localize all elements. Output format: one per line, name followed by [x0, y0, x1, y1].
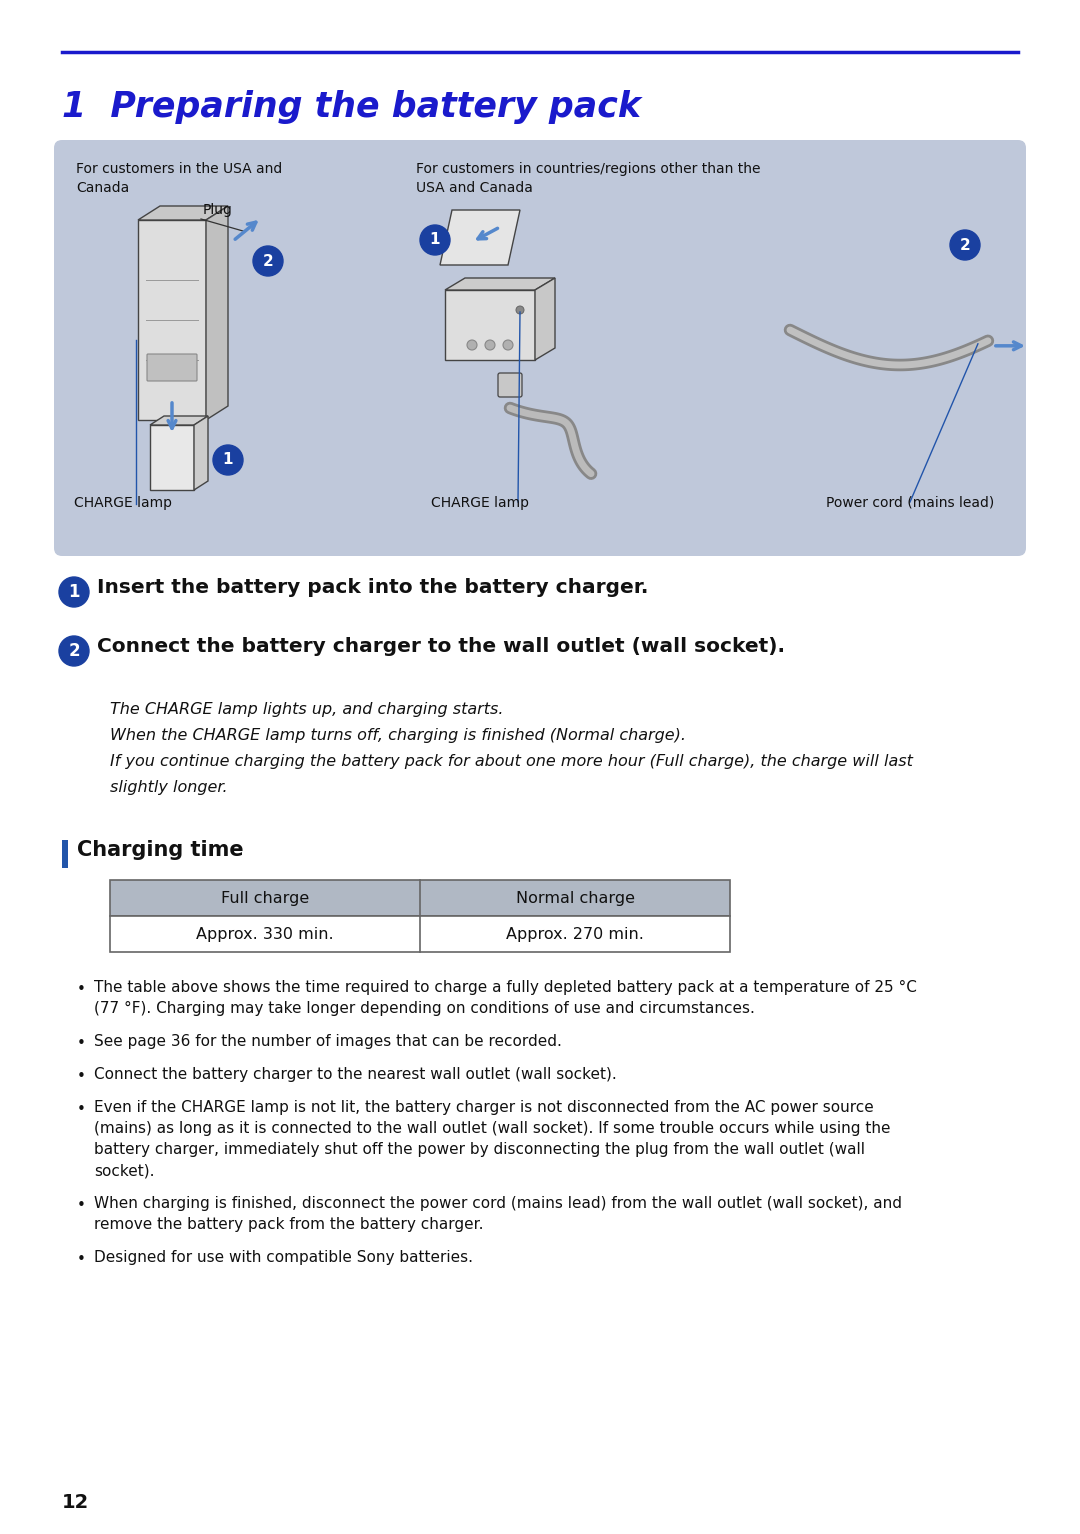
Polygon shape	[194, 416, 208, 489]
Polygon shape	[150, 425, 194, 489]
FancyBboxPatch shape	[498, 373, 522, 397]
Text: When the CHARGE lamp turns off, charging is finished (Normal charge).: When the CHARGE lamp turns off, charging…	[110, 729, 686, 742]
Text: Approx. 330 min.: Approx. 330 min.	[197, 927, 334, 942]
FancyBboxPatch shape	[110, 881, 730, 916]
Text: Designed for use with compatible Sony batteries.: Designed for use with compatible Sony ba…	[94, 1250, 473, 1266]
Circle shape	[950, 230, 980, 259]
Text: Power cord (mains lead): Power cord (mains lead)	[826, 495, 994, 509]
FancyBboxPatch shape	[110, 916, 730, 953]
Text: 12: 12	[62, 1493, 90, 1513]
Polygon shape	[150, 416, 208, 425]
Circle shape	[253, 245, 283, 276]
Circle shape	[59, 577, 89, 607]
Text: battery charger, immediately shut off the power by disconnecting the plug from t: battery charger, immediately shut off th…	[94, 1141, 865, 1157]
Text: Insert the battery pack into the battery charger.: Insert the battery pack into the battery…	[97, 578, 648, 597]
Text: 2: 2	[960, 238, 970, 253]
Text: Even if the CHARGE lamp is not lit, the battery charger is not disconnected from: Even if the CHARGE lamp is not lit, the …	[94, 1100, 874, 1115]
Text: Normal charge: Normal charge	[515, 891, 635, 905]
Text: (mains) as long as it is connected to the wall outlet (wall socket). If some tro: (mains) as long as it is connected to th…	[94, 1121, 891, 1137]
Text: The CHARGE lamp lights up, and charging starts.: The CHARGE lamp lights up, and charging …	[110, 703, 503, 716]
Text: CHARGE lamp: CHARGE lamp	[75, 495, 172, 509]
Text: See page 36 for the number of images that can be recorded.: See page 36 for the number of images tha…	[94, 1034, 562, 1049]
Text: 2: 2	[262, 253, 273, 268]
FancyBboxPatch shape	[147, 354, 197, 380]
Polygon shape	[445, 290, 535, 360]
Circle shape	[516, 305, 524, 314]
Text: •: •	[77, 1101, 86, 1117]
Text: •: •	[77, 1198, 86, 1213]
Text: When charging is finished, disconnect the power cord (mains lead) from the wall : When charging is finished, disconnect th…	[94, 1197, 902, 1210]
Polygon shape	[206, 206, 228, 420]
Text: 1: 1	[430, 233, 441, 247]
Text: Full charge: Full charge	[221, 891, 309, 905]
Text: •: •	[77, 982, 86, 997]
Text: Plug: Plug	[203, 202, 233, 216]
Circle shape	[503, 341, 513, 350]
Text: The table above shows the time required to charge a fully depleted battery pack : The table above shows the time required …	[94, 980, 917, 996]
Circle shape	[485, 341, 495, 350]
Text: Connect the battery charger to the nearest wall outlet (wall socket).: Connect the battery charger to the neare…	[94, 1068, 617, 1081]
Polygon shape	[138, 206, 228, 219]
Text: Approx. 270 min.: Approx. 270 min.	[507, 927, 644, 942]
Text: If you continue charging the battery pack for about one more hour (Full charge),: If you continue charging the battery pac…	[110, 755, 913, 769]
Text: 1: 1	[222, 453, 233, 468]
Text: For customers in countries/regions other than the
USA and Canada: For customers in countries/regions other…	[416, 163, 760, 195]
Polygon shape	[138, 219, 206, 420]
Circle shape	[59, 637, 89, 666]
FancyBboxPatch shape	[54, 140, 1026, 555]
Text: Connect the battery charger to the wall outlet (wall socket).: Connect the battery charger to the wall …	[97, 637, 785, 657]
Text: For customers in the USA and
Canada: For customers in the USA and Canada	[76, 163, 282, 195]
Polygon shape	[535, 278, 555, 360]
Text: (77 °F). Charging may take longer depending on conditions of use and circumstanc: (77 °F). Charging may take longer depend…	[94, 1002, 755, 1016]
Text: remove the battery pack from the battery charger.: remove the battery pack from the battery…	[94, 1216, 484, 1232]
Circle shape	[213, 445, 243, 476]
Text: socket).: socket).	[94, 1163, 154, 1178]
Text: •: •	[77, 1252, 86, 1267]
Polygon shape	[445, 278, 555, 290]
Text: 2: 2	[68, 643, 80, 660]
Text: 1  Preparing the battery pack: 1 Preparing the battery pack	[62, 91, 642, 124]
Polygon shape	[440, 210, 519, 265]
Text: slightly longer.: slightly longer.	[110, 779, 228, 795]
FancyBboxPatch shape	[62, 841, 68, 868]
Text: •: •	[77, 1069, 86, 1085]
Circle shape	[420, 225, 450, 255]
Text: CHARGE lamp: CHARGE lamp	[431, 495, 529, 509]
Text: •: •	[77, 1035, 86, 1051]
Text: Charging time: Charging time	[77, 841, 244, 861]
Text: 1: 1	[68, 583, 80, 601]
Circle shape	[467, 341, 477, 350]
